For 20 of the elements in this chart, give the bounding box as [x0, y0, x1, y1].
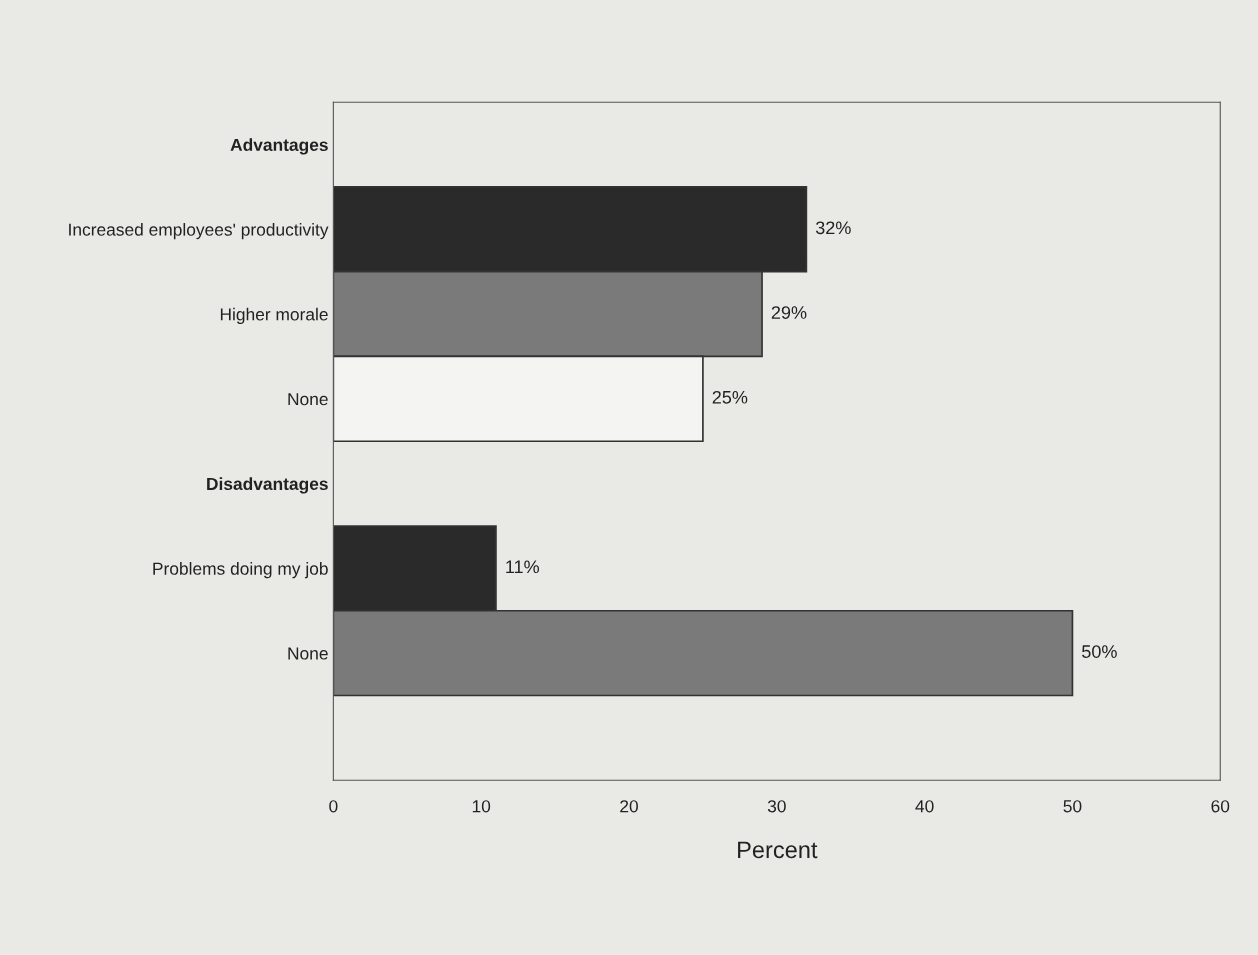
x-tick-label: 50	[1063, 800, 1082, 813]
data-label: 32%	[815, 221, 851, 235]
y-tick-label: None	[288, 393, 328, 406]
x-axis-title: Percent	[738, 841, 818, 859]
y-tick-label: Advantages	[230, 138, 328, 155]
y-tick-label: Problems doing my job	[153, 562, 328, 579]
y-tick-label: None	[288, 647, 328, 660]
x-tick-label: 40	[915, 800, 934, 813]
x-tick-label: 20	[620, 800, 638, 813]
data-label: 29%	[771, 306, 807, 319]
data-label: 11%	[506, 560, 539, 574]
y-tick-label: Higher morale	[220, 307, 328, 324]
x-tick-label: 0	[329, 800, 338, 813]
y-tick-label: Disadvantages	[207, 477, 328, 494]
x-tick-label: 30	[767, 800, 786, 813]
data-label: 25%	[712, 390, 748, 404]
x-tick-label: 10	[472, 800, 491, 813]
data-label: 50%	[1082, 645, 1117, 658]
x-tick-label: 60	[1211, 800, 1230, 813]
y-tick-label: Increased employees' productivity	[69, 223, 329, 240]
